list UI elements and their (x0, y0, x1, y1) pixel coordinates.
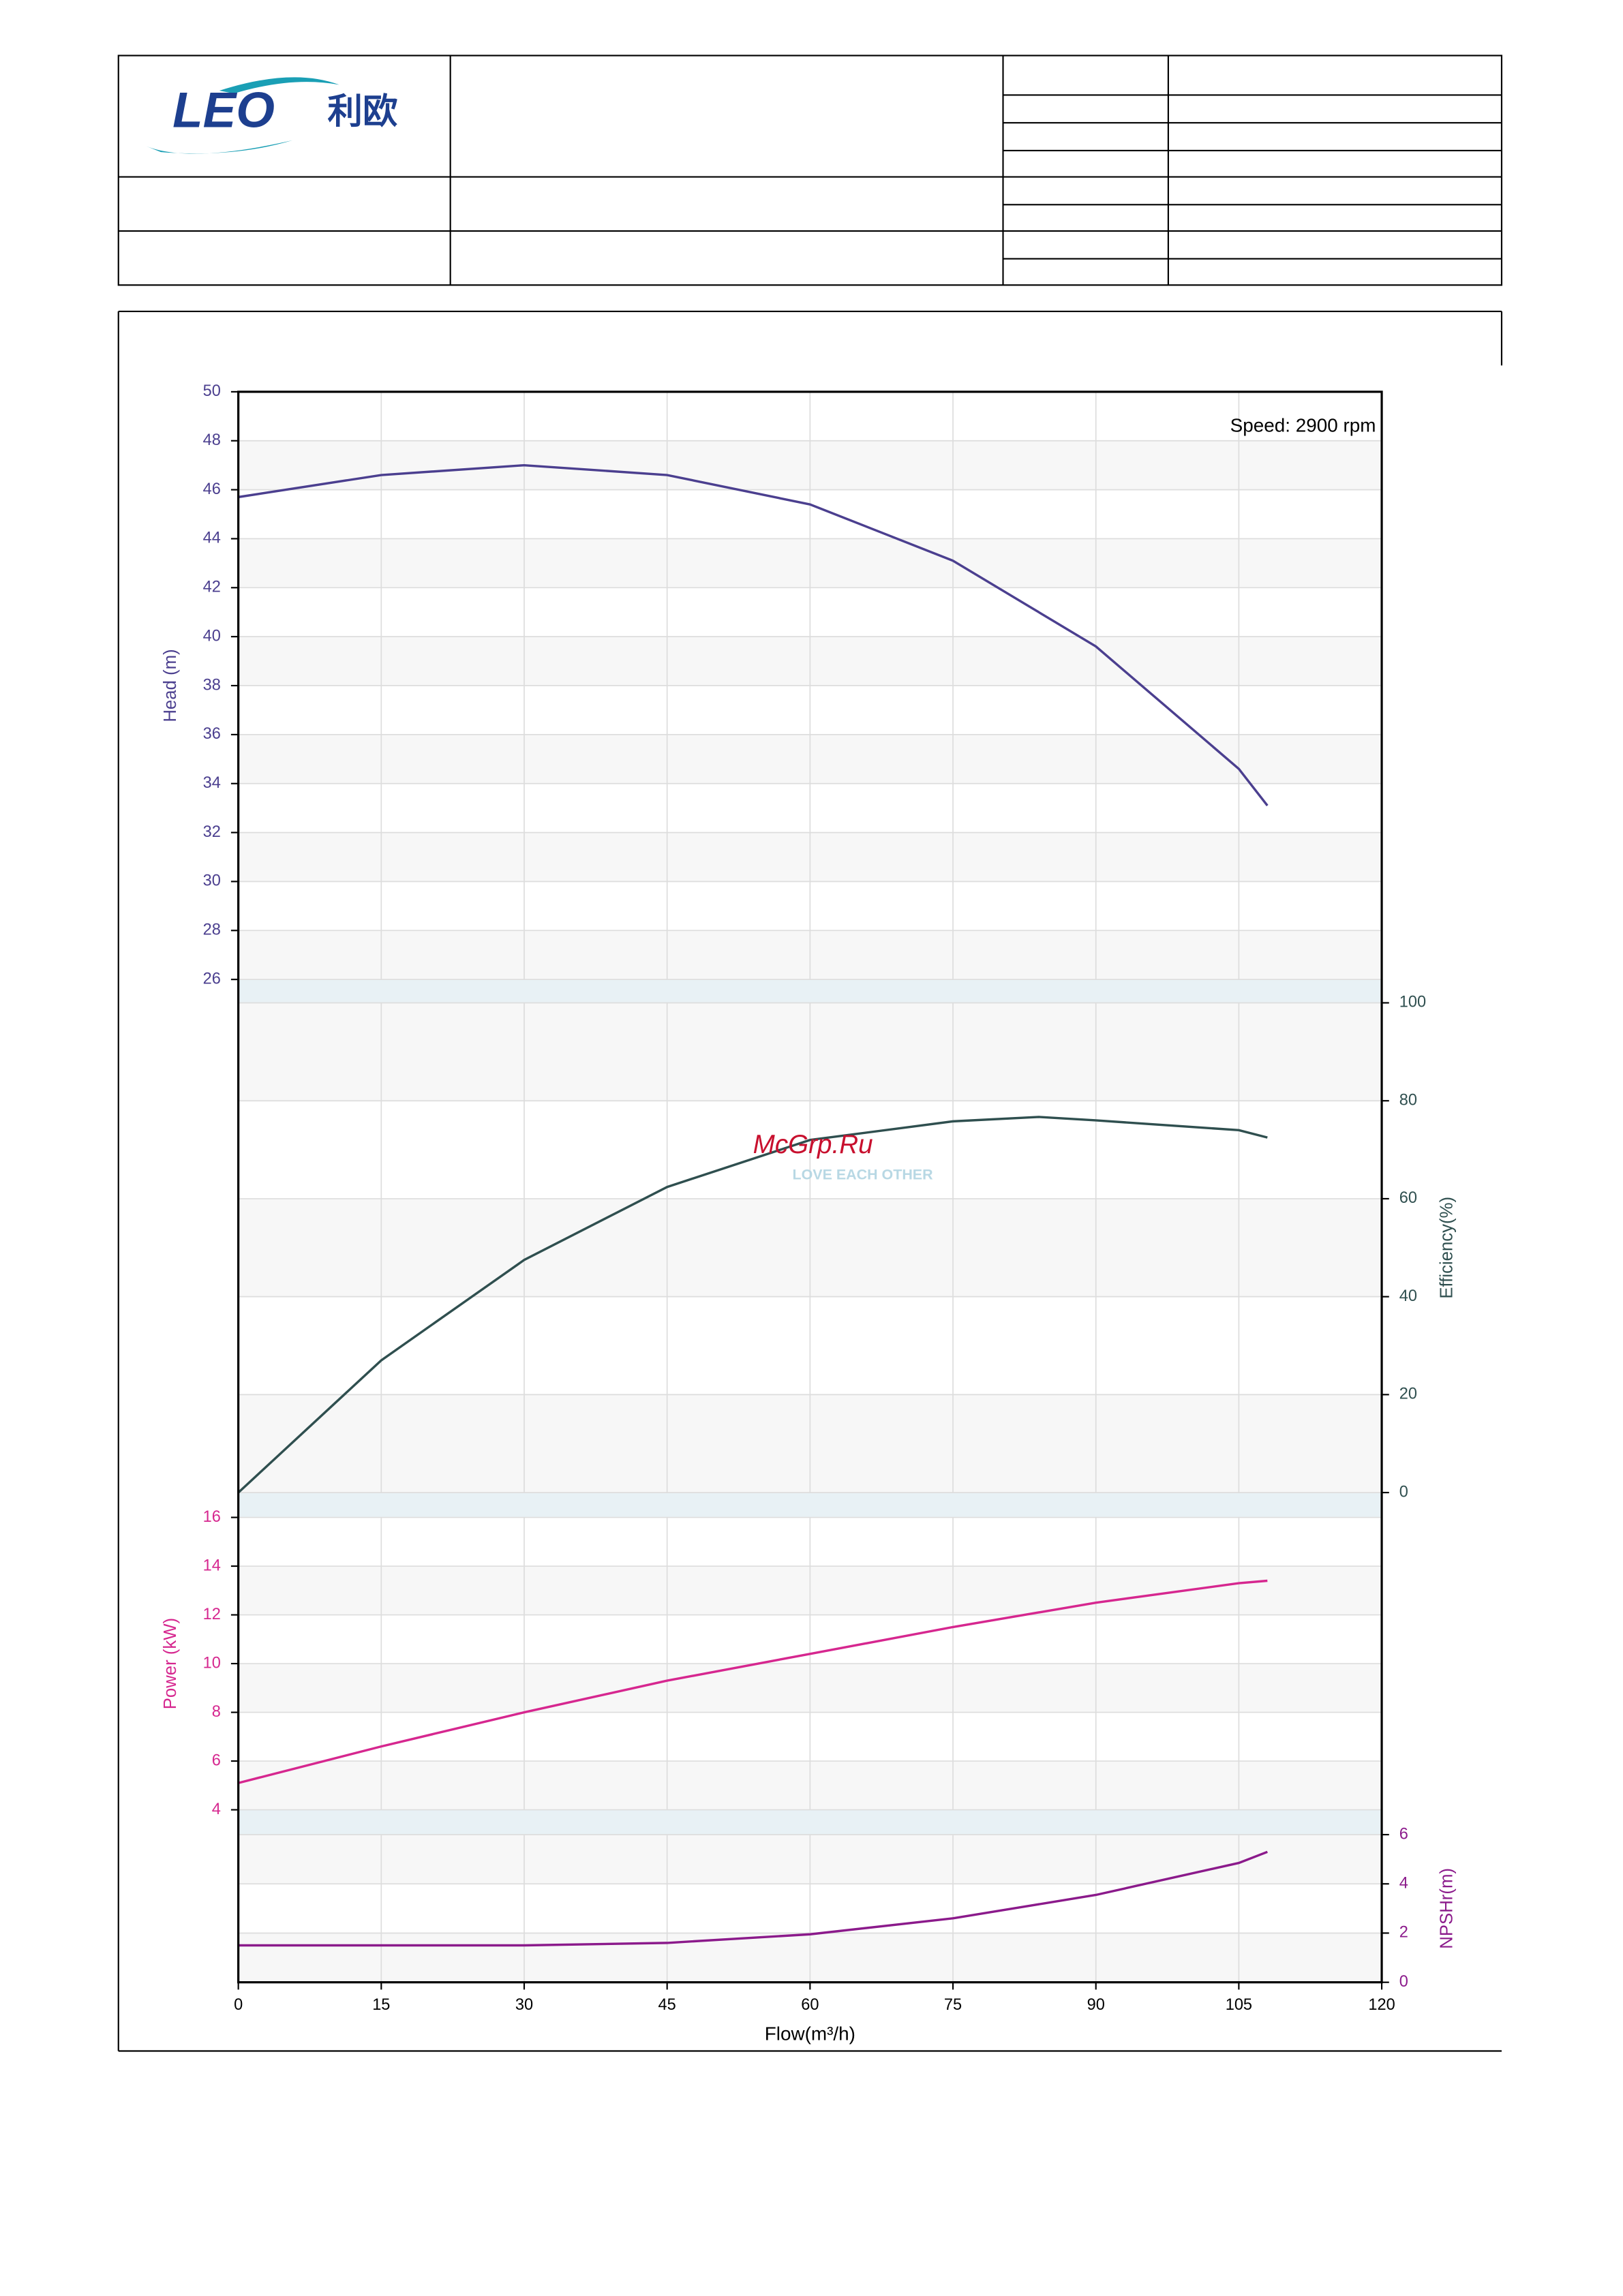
y-tick-label: 8 (212, 1702, 221, 1720)
logo-text: LEO (172, 83, 275, 138)
y-tick-label: 4 (1399, 1873, 1408, 1891)
y-tick-label: 2 (1399, 1923, 1408, 1941)
y-axis-label: Head (m) (161, 649, 180, 722)
y-axis-label: Efficiency(%) (1437, 1197, 1456, 1299)
logo-swoosh (146, 140, 293, 154)
panel-gap (238, 1493, 1382, 1518)
annotation: Speed: 2900 rpm (1230, 415, 1376, 436)
panel-gap (238, 1809, 1382, 1835)
y-tick-label: 80 (1399, 1090, 1417, 1108)
y-tick-label: 16 (203, 1507, 221, 1525)
y-tick-label: 32 (203, 823, 221, 840)
x-tick-label: 105 (1226, 1995, 1252, 2013)
y-tick-label: 38 (203, 675, 221, 693)
series-line (238, 1850, 1268, 1947)
header-table: LEO 利欧 (117, 55, 1503, 286)
y-tick-label: 28 (203, 921, 221, 938)
y-tick-label: 12 (203, 1605, 221, 1623)
watermark-sub: LOVE EACH OTHER (793, 1166, 934, 1182)
y-tick-label: 48 (203, 431, 221, 448)
y-tick-label: 36 (203, 724, 221, 742)
panel-gap (238, 979, 1382, 1003)
x-tick-label: 0 (234, 1995, 243, 2013)
x-axis-label: Flow(m³/h) (765, 2023, 855, 2044)
y-tick-label: 42 (203, 578, 221, 596)
table-border (117, 55, 1503, 286)
x-tick-label: 90 (1087, 1995, 1105, 2013)
y-tick-label: 30 (203, 872, 221, 889)
series-line (237, 1116, 1268, 1494)
x-tick-label: 15 (372, 1995, 390, 2013)
x-tick-label: 75 (944, 1995, 962, 2013)
y-tick-label: 50 (203, 382, 221, 399)
x-tick-label: 45 (658, 1995, 676, 2013)
y-tick-label: 46 (203, 480, 221, 498)
y-axis-label: Power (kW) (161, 1618, 180, 1709)
logo-cn: 利欧 (327, 91, 397, 131)
y-tick-label: 60 (1399, 1189, 1417, 1206)
x-tick-label: 120 (1368, 1995, 1395, 2013)
y-tick-label: 6 (212, 1751, 221, 1769)
watermark: McGrp.Ru (753, 1130, 873, 1159)
y-tick-label: 14 (203, 1556, 221, 1574)
series-line (238, 463, 1269, 807)
y-tick-label: 0 (1399, 1482, 1408, 1500)
y-tick-label: 40 (203, 626, 221, 644)
chart-frame (117, 310, 1503, 2052)
y-tick-label: 100 (1399, 993, 1426, 1011)
y-tick-label: 40 (1399, 1287, 1417, 1304)
x-tick-label: 60 (801, 1995, 819, 2013)
plot-border (237, 391, 1383, 1984)
y-axis-label: NPSHr(m) (1437, 1868, 1456, 1949)
y-tick-label: 6 (1399, 1824, 1408, 1842)
y-tick-label: 20 (1399, 1385, 1417, 1403)
y-tick-label: 44 (203, 529, 221, 547)
x-tick-label: 30 (515, 1995, 533, 2013)
logo-swoosh (219, 77, 339, 94)
y-tick-label: 26 (203, 969, 221, 987)
series-line (238, 1579, 1268, 1784)
y-tick-label: 4 (212, 1800, 221, 1818)
y-tick-label: 0 (1399, 1972, 1408, 1990)
y-tick-label: 10 (203, 1653, 221, 1671)
y-tick-label: 34 (203, 774, 221, 791)
